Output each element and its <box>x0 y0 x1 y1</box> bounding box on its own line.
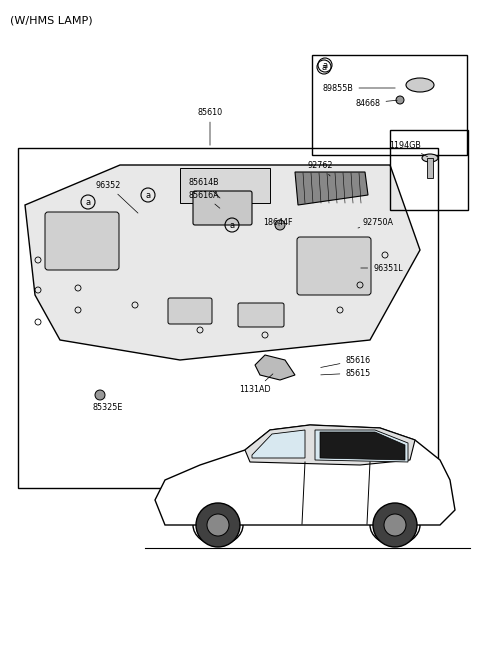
Text: a: a <box>229 220 235 230</box>
Circle shape <box>207 514 229 536</box>
Text: 1194GB: 1194GB <box>389 140 428 157</box>
Bar <box>390 130 468 210</box>
Text: (W/HMS LAMP): (W/HMS LAMP) <box>10 15 93 25</box>
Text: 1131AD: 1131AD <box>239 374 273 395</box>
Bar <box>18 148 438 488</box>
Polygon shape <box>245 425 415 465</box>
Text: 96351L: 96351L <box>361 263 403 273</box>
Text: 92762: 92762 <box>307 160 333 176</box>
FancyBboxPatch shape <box>238 303 284 327</box>
Polygon shape <box>320 432 405 460</box>
FancyBboxPatch shape <box>297 237 371 295</box>
Text: 85614B: 85614B <box>189 177 220 198</box>
Text: 84668: 84668 <box>356 99 397 107</box>
Text: a: a <box>322 62 326 71</box>
Polygon shape <box>252 430 305 458</box>
Polygon shape <box>255 355 295 380</box>
Polygon shape <box>295 172 368 205</box>
Polygon shape <box>155 425 455 525</box>
Ellipse shape <box>406 78 434 92</box>
Bar <box>180 168 270 203</box>
Text: 85615: 85615 <box>321 369 371 377</box>
Text: a: a <box>323 60 327 70</box>
Bar <box>312 55 467 155</box>
FancyBboxPatch shape <box>45 212 119 270</box>
Text: a: a <box>85 197 91 207</box>
Polygon shape <box>315 430 408 462</box>
Text: a: a <box>145 191 151 199</box>
Circle shape <box>373 503 417 547</box>
Text: 85616: 85616 <box>321 355 371 367</box>
Circle shape <box>396 96 404 104</box>
Text: 85616A: 85616A <box>189 191 220 209</box>
Text: 89855B: 89855B <box>323 83 395 93</box>
Text: 96352: 96352 <box>96 181 138 213</box>
Circle shape <box>95 390 105 400</box>
FancyBboxPatch shape <box>168 298 212 324</box>
Text: 18644F: 18644F <box>263 218 293 226</box>
Circle shape <box>384 514 406 536</box>
FancyBboxPatch shape <box>193 191 252 225</box>
Circle shape <box>275 220 285 230</box>
Text: 92750A: 92750A <box>358 218 394 228</box>
Ellipse shape <box>422 154 438 162</box>
Bar <box>427 158 433 178</box>
Text: 85325E: 85325E <box>93 398 123 412</box>
Polygon shape <box>25 165 420 360</box>
Circle shape <box>196 503 240 547</box>
Text: 85610: 85610 <box>197 107 223 145</box>
